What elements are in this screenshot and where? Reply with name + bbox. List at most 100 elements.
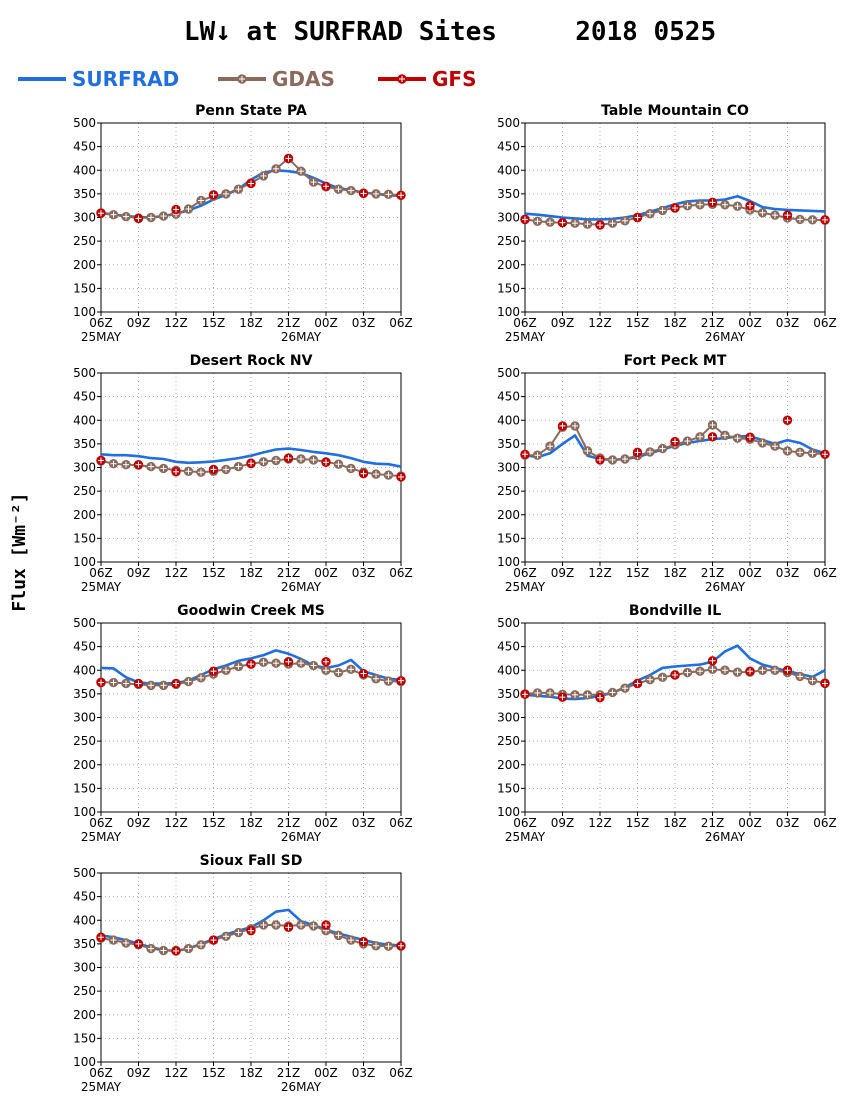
series-gdas-point <box>108 459 119 469</box>
x-tick-label: 21Z <box>277 566 301 580</box>
panel-title: Sioux Fall SD <box>200 853 303 869</box>
series-gfs-point <box>171 204 181 215</box>
series-gdas-point <box>346 935 356 945</box>
series-gdas-point <box>233 184 244 194</box>
series-gdas-point <box>308 455 319 465</box>
series-gdas-point <box>770 210 780 220</box>
x-tick-label: 00Z <box>738 316 762 330</box>
series-gfs-point <box>358 188 369 199</box>
series-gdas-point <box>757 438 768 448</box>
series-gdas-point <box>682 436 693 446</box>
series-gfs-point <box>595 220 605 230</box>
series-gdas-point <box>196 195 206 206</box>
series-gdas-point <box>146 680 156 691</box>
y-tick-label: 400 <box>497 663 520 677</box>
date-label-start: 25MAY <box>81 330 122 344</box>
series-gfs-point <box>396 190 406 200</box>
series-gfs-point <box>96 208 106 218</box>
series-gdas-point <box>271 920 281 930</box>
series-gdas-point <box>196 673 206 683</box>
x-tick-label: 00Z <box>314 316 338 330</box>
series-gdas-point <box>620 216 630 226</box>
series-gdas-point <box>582 446 593 456</box>
series-gfs-point <box>171 946 181 956</box>
x-tick-label: 09Z <box>551 816 575 830</box>
series-gfs-point <box>321 457 331 468</box>
series-gfs-point <box>707 656 718 666</box>
y-tick-label: 200 <box>497 758 520 772</box>
x-tick-label: 18Z <box>239 1066 263 1080</box>
x-tick-label: 09Z <box>551 566 575 580</box>
series-gdas-point <box>333 667 344 678</box>
series-gdas-point <box>371 469 381 479</box>
x-tick-label: 06Z <box>513 816 537 830</box>
series-gfs-point <box>133 213 144 224</box>
y-tick-label: 350 <box>497 437 520 451</box>
y-tick-label: 300 <box>497 461 520 475</box>
series-gdas-point <box>707 664 718 675</box>
series-gdas-point <box>158 211 169 221</box>
series-gdas-point <box>807 675 818 686</box>
series-gdas-point <box>545 441 555 451</box>
series-gdas-point <box>371 674 381 684</box>
x-tick-label: 09Z <box>127 816 151 830</box>
x-tick-label: 21Z <box>701 816 725 830</box>
y-tick-label: 150 <box>73 281 96 295</box>
series-gfs-point <box>246 178 256 189</box>
series-gdas-point <box>158 463 169 474</box>
y-tick-label: 200 <box>497 258 520 272</box>
date-label-mid: 26MAY <box>705 830 746 844</box>
series-gdas-point <box>757 665 768 675</box>
y-tick-label: 200 <box>73 508 96 522</box>
y-tick-label: 500 <box>497 616 520 630</box>
series-gdas-point <box>757 208 768 218</box>
series-gdas-point <box>196 940 206 950</box>
x-tick-label: 09Z <box>127 1066 151 1080</box>
series-gdas-point <box>121 678 131 689</box>
series-gfs-point <box>208 666 219 676</box>
y-tick-label: 250 <box>73 484 96 498</box>
series-gdas-point <box>695 200 705 210</box>
series-gdas-point <box>296 920 306 930</box>
x-tick-label: 03Z <box>352 316 376 330</box>
series-gdas-point <box>371 941 381 951</box>
figure-title: LW↓ at SURFRAD Sites 2018 0525 <box>184 17 716 47</box>
y-tick-label: 300 <box>73 711 96 725</box>
series-gfs-point <box>133 459 144 470</box>
series-gfs-point <box>321 181 331 192</box>
date-label-mid: 26MAY <box>281 580 322 594</box>
y-tick-label: 500 <box>73 866 96 880</box>
series-gdas-point <box>795 671 805 682</box>
x-tick-label: 21Z <box>277 816 301 830</box>
series-gdas-point <box>271 455 281 466</box>
legend: SURFRAD GDAS GFS <box>18 67 476 91</box>
y-axis-label: Flux [Wm⁻²] <box>9 492 30 611</box>
x-tick-label: 09Z <box>127 566 151 580</box>
date-label-start: 25MAY <box>81 580 122 594</box>
series-gdas-point <box>645 675 655 685</box>
x-tick-label: 06Z <box>389 316 413 330</box>
y-tick-label: 400 <box>73 413 96 427</box>
x-tick-label: 03Z <box>352 1066 376 1080</box>
y-tick-label: 100 <box>73 1055 96 1069</box>
series-gfs-point <box>171 678 181 689</box>
series-gfs-point <box>520 689 530 700</box>
date-label-mid: 26MAY <box>281 330 322 344</box>
x-tick-label: 00Z <box>738 816 762 830</box>
series-gdas-point <box>108 209 119 220</box>
x-tick-label: 06Z <box>513 316 537 330</box>
y-tick-label: 400 <box>73 663 96 677</box>
series-gdas-point <box>233 461 244 472</box>
date-label-start: 25MAY <box>81 1080 122 1094</box>
legend-label-gfs: GFS <box>432 67 476 91</box>
series-gdas-point <box>657 443 668 454</box>
series-gdas-point <box>570 218 580 228</box>
x-tick-label: 06Z <box>89 566 113 580</box>
y-tick-label: 150 <box>73 781 96 795</box>
panel-title: Fort Peck MT <box>624 353 727 369</box>
y-tick-label: 250 <box>73 734 96 748</box>
series-gdas-point <box>607 455 618 465</box>
series-gfs-point <box>283 153 294 164</box>
series-gfs-point <box>133 678 144 689</box>
y-tick-label: 100 <box>73 305 96 319</box>
